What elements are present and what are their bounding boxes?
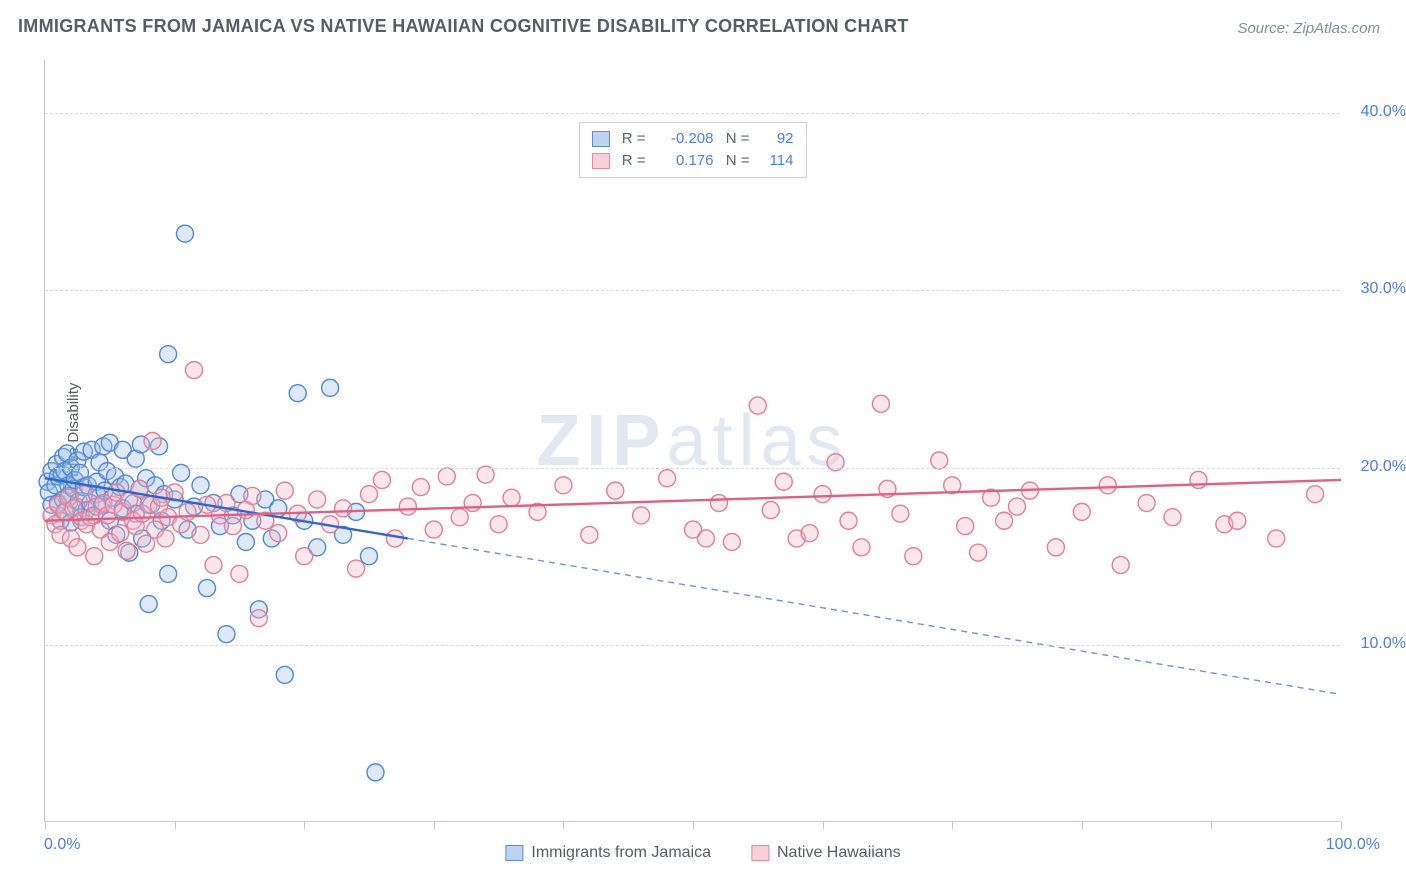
- x-axis-max-label: 100.0%: [1326, 836, 1380, 854]
- swatch-blue: [592, 131, 610, 147]
- legend-label-jamaica: Immigrants from Jamaica: [531, 844, 711, 862]
- r-label: R =: [618, 150, 646, 172]
- y-tick-label: 40.0%: [1361, 103, 1406, 121]
- swatch-pink: [592, 153, 610, 169]
- plot-area: ZIPatlas R = -0.208 N = 92 R = 0.176 N =…: [44, 60, 1340, 822]
- r-value-blue: -0.208: [654, 128, 714, 150]
- x-axis-min-label: 0.0%: [44, 836, 80, 854]
- correlation-legend-box: R = -0.208 N = 92 R = 0.176 N = 114: [579, 122, 807, 178]
- legend-row-blue: R = -0.208 N = 92: [592, 128, 794, 150]
- source-attribution: Source: ZipAtlas.com: [1237, 20, 1380, 37]
- legend-row-pink: R = 0.176 N = 114: [592, 150, 794, 172]
- swatch-pink: [751, 845, 769, 861]
- r-value-pink: 0.176: [654, 150, 714, 172]
- legend-label-hawaiian: Native Hawaiians: [777, 844, 901, 862]
- r-label: R =: [618, 128, 646, 150]
- legend-item-jamaica: Immigrants from Jamaica: [505, 844, 711, 862]
- chart-title: IMMIGRANTS FROM JAMAICA VS NATIVE HAWAII…: [18, 16, 909, 37]
- series-legend: Immigrants from Jamaica Native Hawaiians: [505, 844, 900, 862]
- y-tick-label: 30.0%: [1361, 280, 1406, 298]
- swatch-blue: [505, 845, 523, 861]
- n-label: N =: [722, 150, 750, 172]
- n-label: N =: [722, 128, 750, 150]
- legend-item-hawaiian: Native Hawaiians: [751, 844, 901, 862]
- n-value-blue: 92: [758, 128, 794, 150]
- y-tick-label: 20.0%: [1361, 458, 1406, 476]
- y-tick-label: 10.0%: [1361, 635, 1406, 653]
- n-value-pink: 114: [758, 150, 794, 172]
